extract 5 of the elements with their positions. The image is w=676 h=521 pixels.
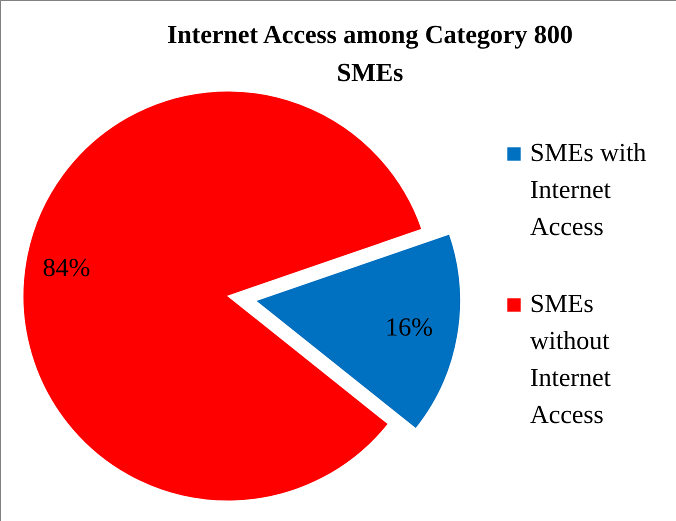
legend-label: SMEs without Internet Access [530,289,612,429]
data-label: 16% [385,312,433,342]
data-label: 84% [42,253,90,282]
chart-title: Internet Access among Category 800 SMEs [167,20,573,87]
legend-label: SMEs with Internet Access [530,138,646,241]
